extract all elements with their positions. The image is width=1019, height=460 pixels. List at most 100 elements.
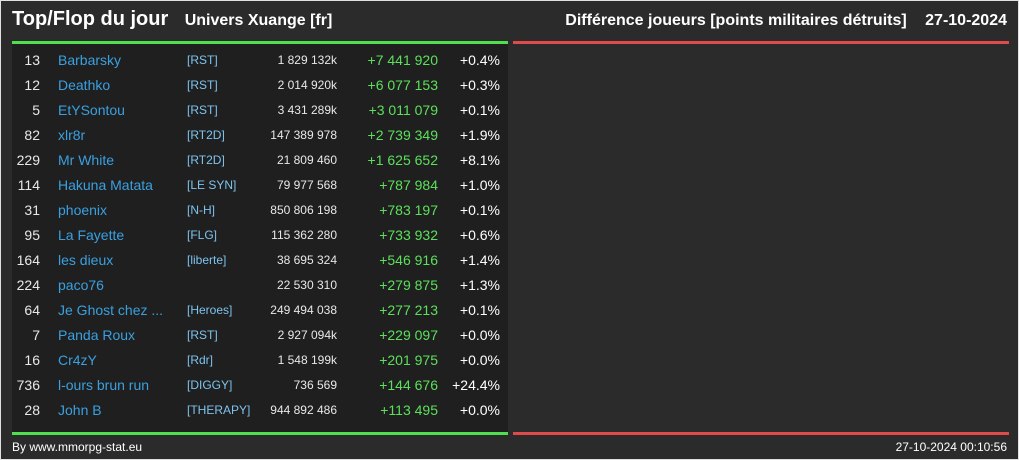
player-points: 22 530 310 xyxy=(276,278,337,292)
diff-percent: +0.0% xyxy=(459,327,500,343)
player-name[interactable]: Barbarsky xyxy=(58,52,122,68)
table-row: 229 Mr White [RT2D] 21 809 460 +1 625 652 +8.… xyxy=(12,148,508,173)
player-rank: 64 xyxy=(24,302,40,318)
alliance-tag[interactable]: [RST] xyxy=(187,103,218,117)
table-row: 64 Je Ghost chez ... [Heroes] 249 494 038 +2… xyxy=(12,298,508,323)
bottom-divider-red xyxy=(513,432,1009,435)
player-rank: 95 xyxy=(24,227,40,243)
player-rank: 28 xyxy=(24,402,40,418)
alliance-tag[interactable]: [DIGGY] xyxy=(187,378,233,392)
player-points: 1 548 199k xyxy=(277,353,337,367)
player-rank: 224 xyxy=(16,277,40,293)
table-row: 82 xlr8r [RT2D] 147 389 978 +2 739 349 +1.9% xyxy=(12,123,508,148)
diff-percent: +1.4% xyxy=(459,252,500,268)
diff-percent: +1.9% xyxy=(459,127,500,143)
player-points: 79 977 568 xyxy=(276,178,337,192)
table-row: 28 John B [THERAPY] 944 892 486 +113 495 +0.0… xyxy=(12,398,508,423)
alliance-tag[interactable]: [liberte] xyxy=(187,253,227,267)
table-row: 31 phoenix [N-H] 850 806 198 +783 197 +0.1% xyxy=(12,198,508,223)
player-rank: 114 xyxy=(17,177,40,193)
alliance-tag[interactable]: [RST] xyxy=(187,78,218,92)
player-rank: 12 xyxy=(24,77,40,93)
alliance-tag[interactable]: [THERAPY] xyxy=(187,403,251,417)
top-players-list: 13 Barbarsky [RST] 1 829 132k +7 441 920 +0.4… xyxy=(12,44,508,432)
player-name[interactable]: Deathko xyxy=(58,77,111,93)
points-diff: +144 676 xyxy=(379,377,438,393)
player-rank: 7 xyxy=(32,327,40,343)
diff-percent: +0.1% xyxy=(459,202,500,218)
update-timestamp: 27-10-2024 00:10:56 xyxy=(895,440,1007,454)
player-rank: 31 xyxy=(24,202,40,218)
player-rank: 736 xyxy=(16,377,40,393)
header-left: Top/Flop du jour Univers Xuange [fr] xyxy=(12,8,332,31)
table-row: 224 paco76 22 530 310 +279 875 +1.3% xyxy=(12,273,508,298)
diff-percent: +0.4% xyxy=(459,52,500,68)
flop-players-panel xyxy=(513,44,1009,432)
date-label: 27-10-2024 xyxy=(925,12,1007,29)
diff-percent: +1.0% xyxy=(459,177,500,193)
alliance-tag[interactable]: [Heroes] xyxy=(187,303,233,317)
player-name[interactable]: Hakuna Matata xyxy=(58,177,153,193)
player-rank: 229 xyxy=(16,152,40,168)
player-rank: 5 xyxy=(32,102,40,118)
header-right: Différence joueurs [points militaires dé… xyxy=(565,12,1007,30)
points-diff: +1 625 652 xyxy=(367,152,438,168)
diff-percent: +0.3% xyxy=(459,77,500,93)
player-points: 850 806 198 xyxy=(270,203,337,217)
table-row: 12 Deathko [RST] 2 014 920k +6 077 153 +0.3% xyxy=(12,73,508,98)
diff-percent: +24.4% xyxy=(452,377,500,393)
points-diff: +7 441 920 xyxy=(367,52,438,68)
player-name[interactable]: EtYSontou xyxy=(58,102,125,118)
player-points: 38 695 324 xyxy=(276,253,337,267)
table-row: 736 l-ours brun run [DIGGY] 736 569 +144 676… xyxy=(12,373,508,398)
player-rank: 164 xyxy=(16,252,40,268)
player-points: 249 494 038 xyxy=(270,303,337,317)
points-diff: +783 197 xyxy=(379,202,438,218)
table-row: 7 Panda Roux [RST] 2 927 094k +229 097 +0.0% xyxy=(12,323,508,348)
alliance-tag[interactable]: [FLG] xyxy=(187,228,218,242)
player-name[interactable]: phoenix xyxy=(58,202,108,218)
points-diff: +733 932 xyxy=(379,227,438,243)
points-diff: +2 739 349 xyxy=(367,127,438,143)
alliance-tag[interactable]: [N-H] xyxy=(187,203,215,217)
player-points: 1 829 132k xyxy=(277,53,337,67)
diff-percent: +0.1% xyxy=(459,302,500,318)
bottom-divider-green xyxy=(12,432,508,435)
player-rank: 16 xyxy=(24,352,40,368)
player-rank: 13 xyxy=(24,52,40,68)
table-row: 95 La Fayette [FLG] 115 362 280 +733 932 +0.6… xyxy=(12,223,508,248)
player-name[interactable]: Cr4zY xyxy=(58,352,97,368)
player-rank: 82 xyxy=(24,127,40,143)
player-name[interactable]: paco76 xyxy=(58,277,104,293)
points-diff: +279 875 xyxy=(379,277,438,293)
alliance-tag[interactable]: [RT2D] xyxy=(187,153,225,167)
player-name[interactable]: Panda Roux xyxy=(58,327,136,343)
points-diff: +201 975 xyxy=(379,352,438,368)
alliance-tag[interactable]: [RST] xyxy=(187,328,218,342)
player-name[interactable]: les dieux xyxy=(58,252,114,268)
table-row: 164 les dieux [liberte] 38 695 324 +546 916 +… xyxy=(12,248,508,273)
alliance-tag[interactable]: [Rdr] xyxy=(187,353,214,367)
alliance-tag[interactable]: [RST] xyxy=(187,53,218,67)
table-row: 16 Cr4zY [Rdr] 1 548 199k +201 975 +0.0% xyxy=(12,348,508,373)
diff-percent: +0.0% xyxy=(459,352,500,368)
player-name[interactable]: Mr White xyxy=(58,152,114,168)
table-row: 13 Barbarsky [RST] 1 829 132k +7 441 920 +0.4… xyxy=(12,48,508,73)
player-name[interactable]: John B xyxy=(58,402,102,418)
table-row: 114 Hakuna Matata [LE SYN] 79 977 568 +787 9… xyxy=(12,173,508,198)
player-name[interactable]: xlr8r xyxy=(58,127,86,143)
player-points: 115 362 280 xyxy=(271,228,337,242)
player-points: 736 569 xyxy=(293,378,337,392)
player-points: 21 809 460 xyxy=(276,153,337,167)
player-name[interactable]: Je Ghost chez ... xyxy=(58,302,164,318)
alliance-tag[interactable]: [LE SYN] xyxy=(187,178,237,192)
points-diff: +6 077 153 xyxy=(367,77,438,93)
points-diff: +229 097 xyxy=(379,327,438,343)
credit-link[interactable]: By www.mmorpg-stat.eu xyxy=(12,440,143,454)
player-points: 944 892 486 xyxy=(270,403,337,417)
diff-percent: +8.1% xyxy=(459,152,500,168)
diff-percent: +0.0% xyxy=(459,402,500,418)
player-name[interactable]: La Fayette xyxy=(58,227,125,243)
alliance-tag[interactable]: [RT2D] xyxy=(187,128,225,142)
player-name[interactable]: l-ours brun run xyxy=(58,377,150,393)
